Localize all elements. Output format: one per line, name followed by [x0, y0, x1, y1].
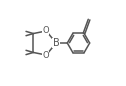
Text: O: O [42, 26, 49, 35]
Text: O: O [42, 51, 49, 60]
Text: B: B [53, 38, 59, 48]
